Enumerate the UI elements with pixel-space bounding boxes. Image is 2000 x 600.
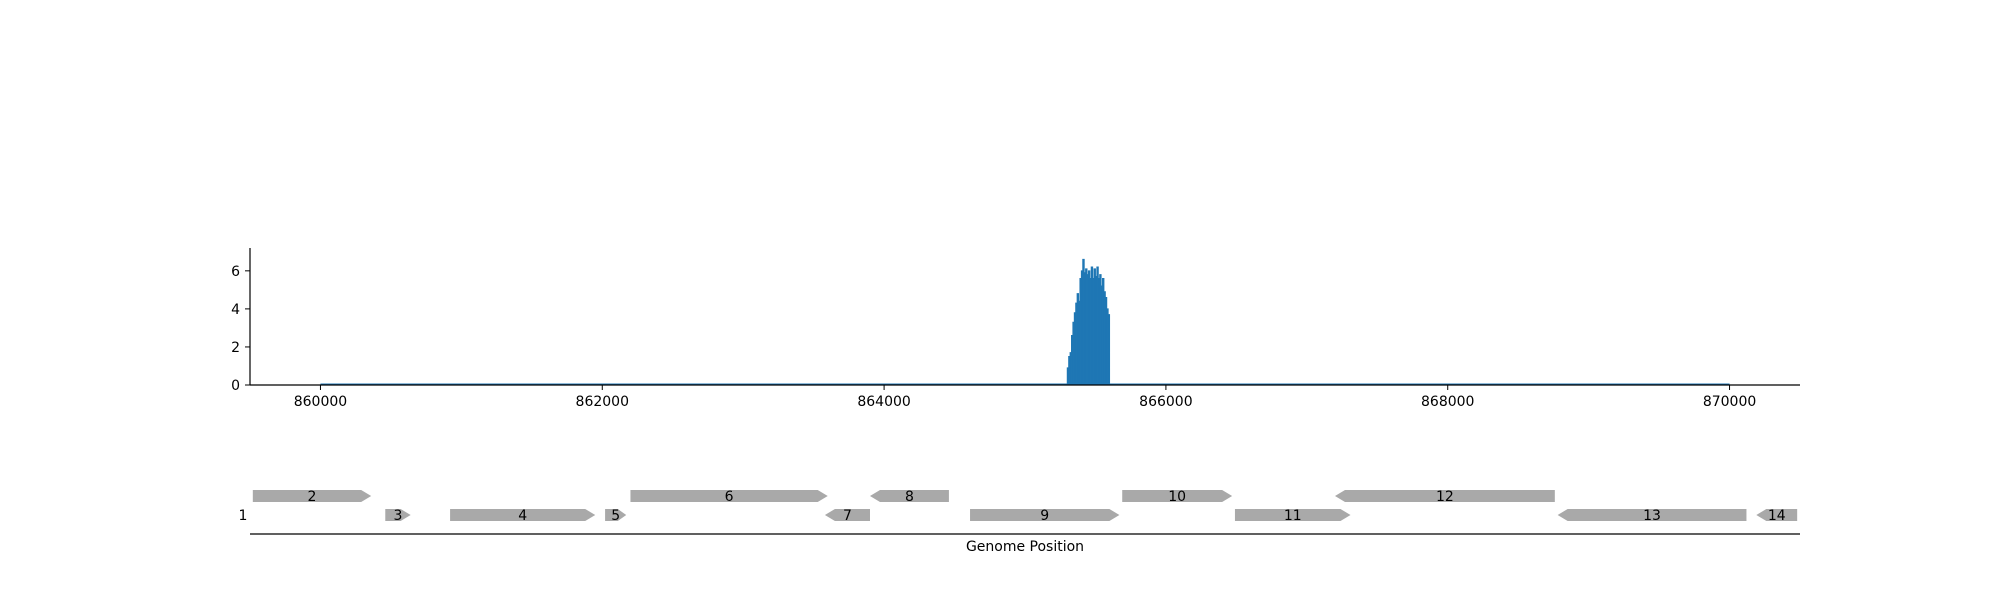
coverage-bar xyxy=(1081,270,1083,385)
coverage-bar xyxy=(1067,367,1069,385)
coverage-bar xyxy=(1094,268,1096,385)
coverage-bar xyxy=(1074,312,1076,385)
coverage-bar xyxy=(1075,303,1078,385)
coverage-bar xyxy=(1084,272,1086,385)
gene-feature-label: 9 xyxy=(1040,508,1049,524)
coverage-bar xyxy=(1102,278,1104,385)
gene-feature-label: 6 xyxy=(725,489,734,505)
coverage-bar xyxy=(1095,276,1097,385)
coverage-bar xyxy=(1070,352,1072,385)
coverage-bar xyxy=(1088,270,1090,385)
gene-feature-label: 12 xyxy=(1436,489,1454,505)
x-tick-label: 868000 xyxy=(1421,394,1474,410)
gene-feature-label: 2 xyxy=(308,489,317,505)
coverage-bar xyxy=(1078,301,1080,385)
gene-feature-arrow xyxy=(1756,509,1798,521)
gene-feature-arrow xyxy=(450,509,596,521)
coverage-bar xyxy=(1096,267,1099,385)
gene-track-xlabel: Genome Position xyxy=(966,539,1084,555)
coverage-bar xyxy=(1089,278,1092,385)
gene-feature-arrow xyxy=(1335,490,1555,502)
gene-feature-arrow xyxy=(252,490,372,502)
coverage-bar xyxy=(1103,291,1106,385)
coverage-bar xyxy=(1098,278,1100,385)
coverage-bar xyxy=(1099,274,1102,385)
x-tick-label: 860000 xyxy=(294,394,347,410)
coverage-bar xyxy=(1087,274,1089,385)
gene-feature-label: 5 xyxy=(611,508,620,524)
y-axis-ticks: 0 2 4 6 xyxy=(231,264,250,394)
coverage-bar xyxy=(1072,322,1075,385)
gene-feature-arrow xyxy=(385,509,411,521)
coverage-bar xyxy=(1106,308,1109,385)
coverage-series xyxy=(1066,258,1111,386)
gene-feature-label: 11 xyxy=(1284,508,1302,524)
y-tick-label: 2 xyxy=(231,340,240,356)
gene-feature-arrow xyxy=(1557,509,1747,521)
coverage-bar xyxy=(1091,267,1093,385)
gene-feature-label: 14 xyxy=(1768,508,1786,524)
x-tick-label: 864000 xyxy=(857,394,910,410)
coverage-bar xyxy=(1105,297,1107,385)
gene-feature-label: 4 xyxy=(518,508,527,524)
gene-feature-label: 7 xyxy=(843,508,852,524)
gene-feature-label: 10 xyxy=(1168,489,1186,505)
gene-feature-label: 1 xyxy=(238,508,247,524)
coverage-bar xyxy=(1092,278,1095,385)
y-tick-label: 0 xyxy=(231,378,240,394)
y-tick-label: 6 xyxy=(231,264,240,280)
coverage-bar xyxy=(1101,286,1103,385)
coverage-bar xyxy=(1077,293,1079,385)
coverage-bar xyxy=(1071,335,1073,385)
x-tick-label: 866000 xyxy=(1139,394,1192,410)
gene-feature-arrow xyxy=(1122,490,1233,502)
coverage-bar xyxy=(1082,259,1085,385)
coverage-bar xyxy=(1068,356,1071,385)
coverage-bar xyxy=(1079,278,1082,385)
gene-feature-label: 3 xyxy=(393,508,402,524)
gene-feature-label: 13 xyxy=(1643,508,1661,524)
gene-feature-label: 8 xyxy=(905,489,914,505)
x-axis-ticks: 860000 862000 864000 866000 868000 870000 xyxy=(294,385,1756,410)
gene-feature-arrow xyxy=(870,490,949,502)
coverage-bar xyxy=(1108,314,1110,385)
gene-feature-arrow xyxy=(824,509,870,521)
coverage-bar xyxy=(1085,268,1087,385)
gene-feature-arrow xyxy=(970,509,1120,521)
gene-feature-arrow xyxy=(605,509,627,521)
x-tick-label: 870000 xyxy=(1703,394,1756,410)
gene-feature-arrow xyxy=(1234,509,1351,521)
y-tick-label: 4 xyxy=(231,302,240,318)
x-tick-label: 862000 xyxy=(576,394,629,410)
coverage-plot: 860000 862000 864000 866000 868000 870000 0 2 4… xyxy=(231,248,1800,410)
gene-feature-arrow xyxy=(630,490,828,502)
